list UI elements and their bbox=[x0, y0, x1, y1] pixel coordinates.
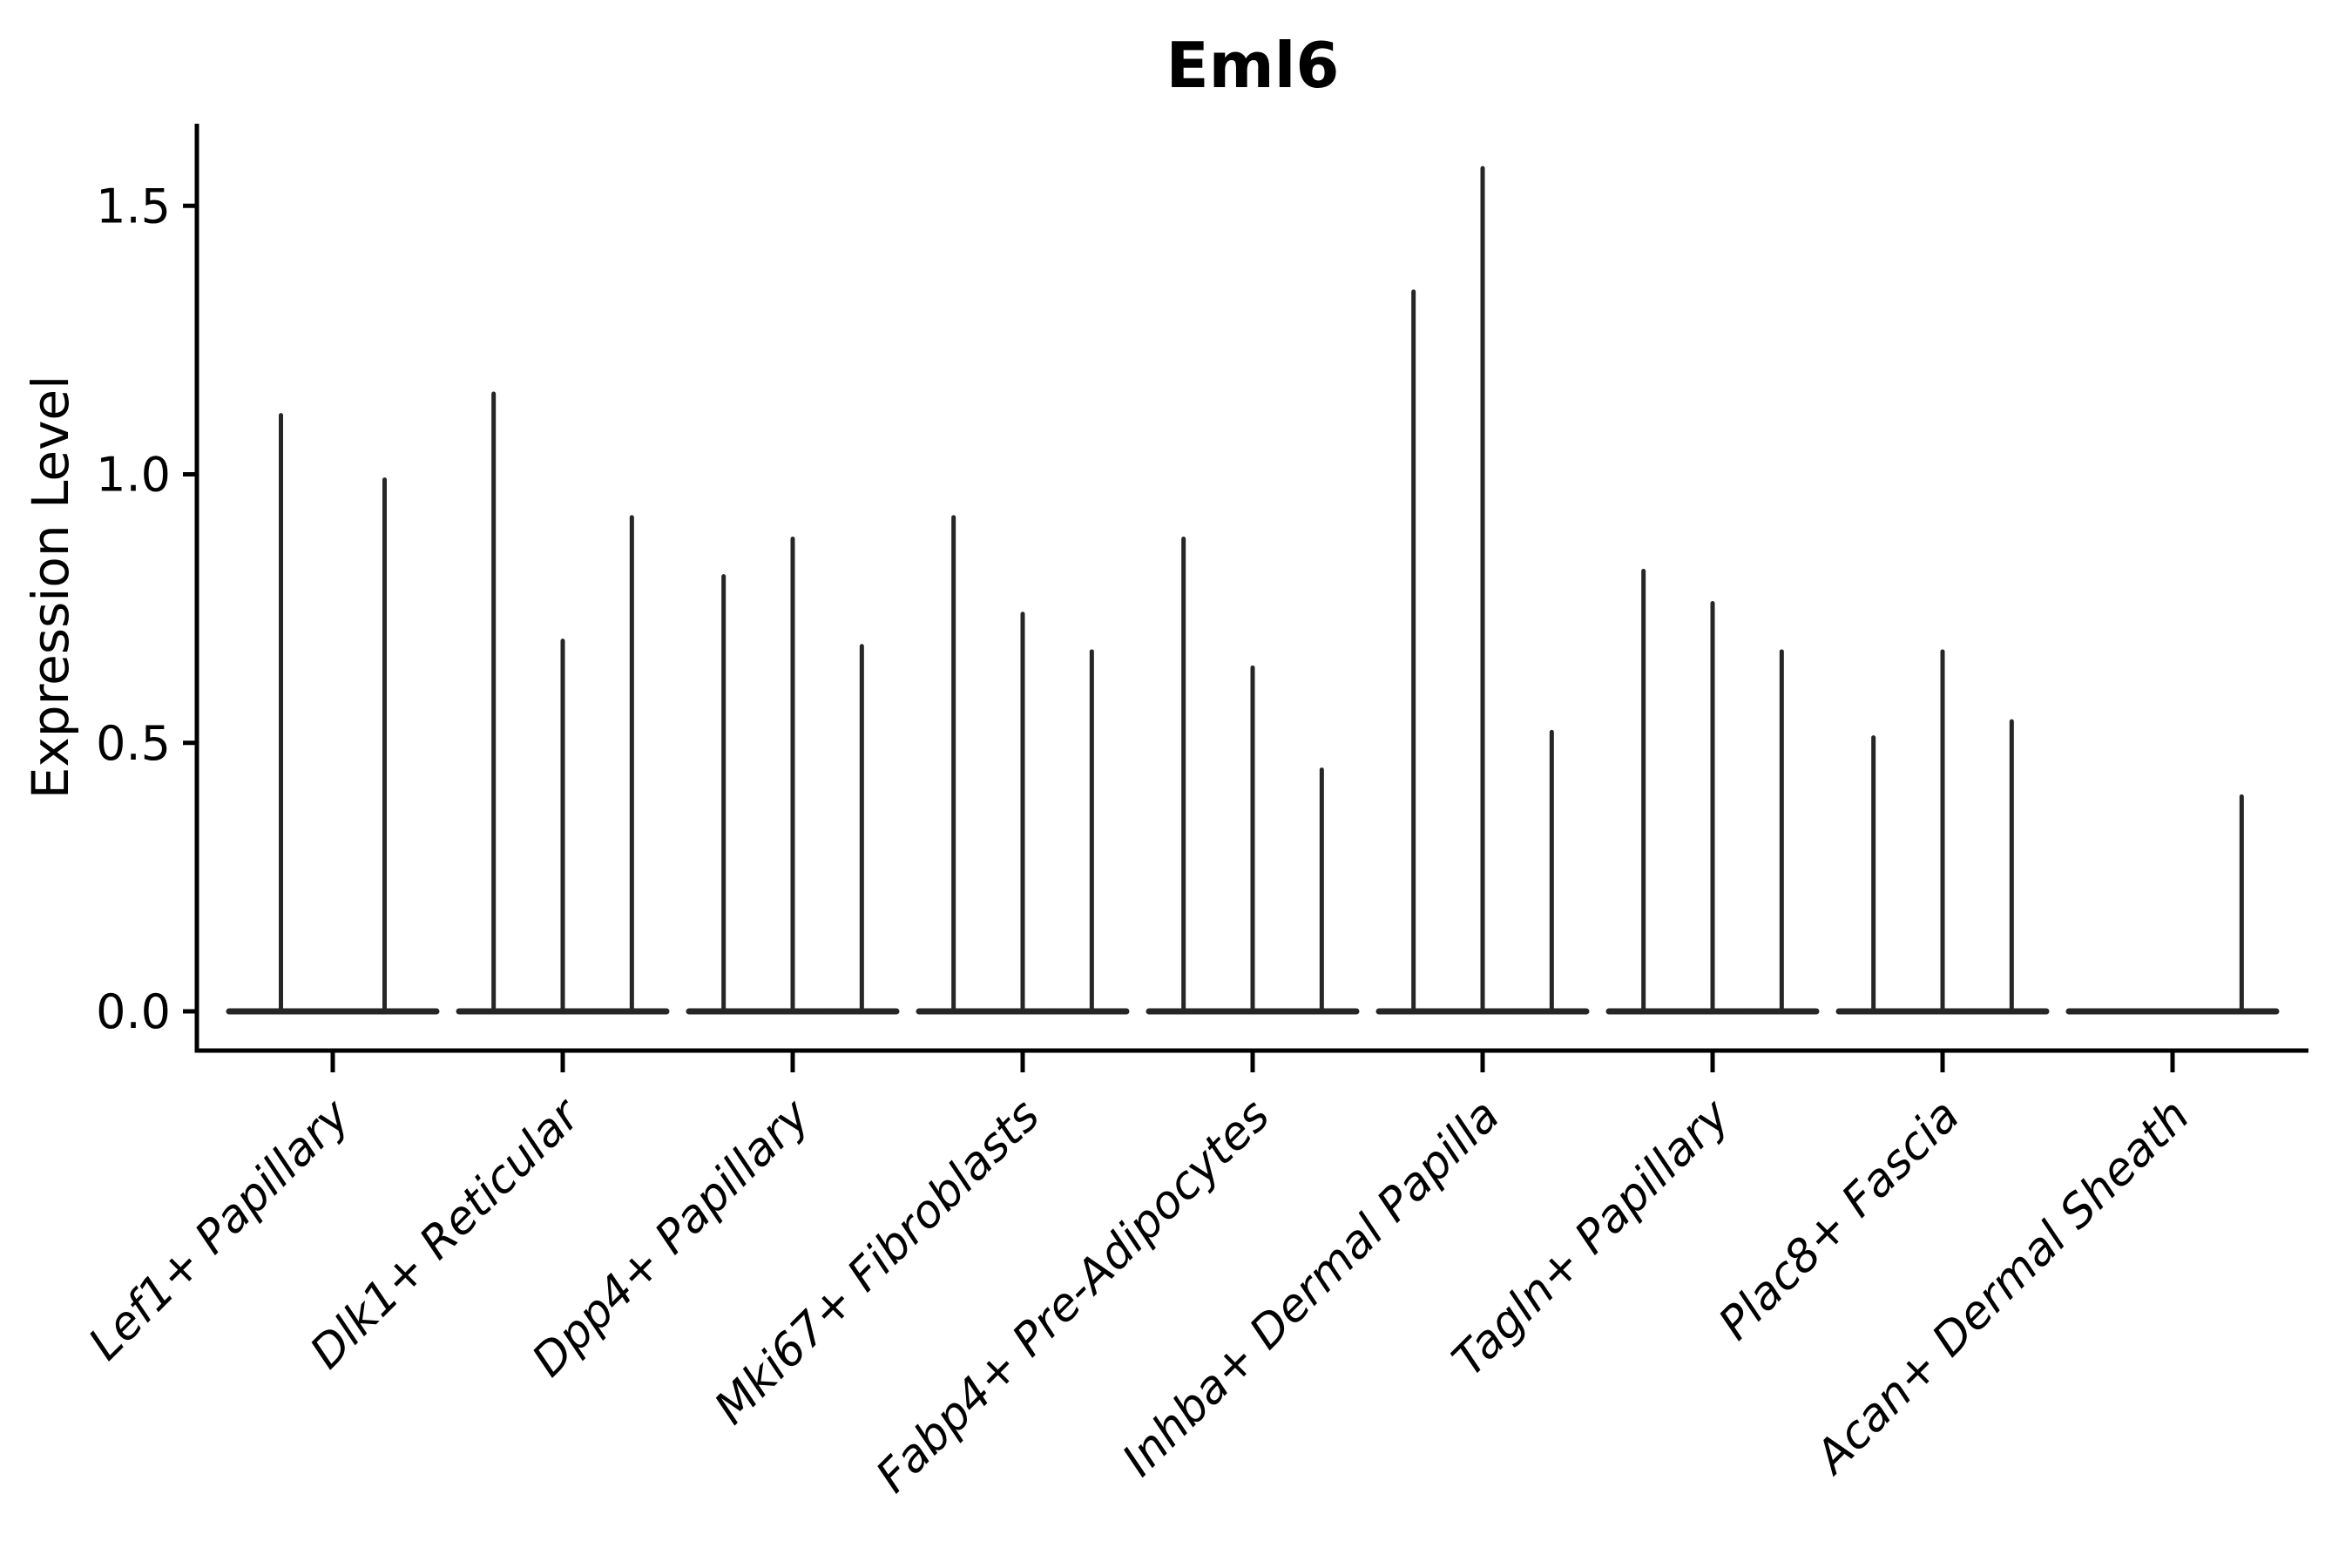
y-tick-label: 1.0 bbox=[96, 448, 171, 503]
y-tick-label: 0.0 bbox=[96, 984, 171, 1039]
plot-title: Eml6 bbox=[1166, 29, 1340, 102]
x-tick-label: Acan+ Dermal Sheath bbox=[1804, 1090, 2200, 1485]
violin-series bbox=[226, 166, 2280, 1015]
y-axis-label: Expression Level bbox=[21, 375, 80, 799]
x-tick-label: Plac8+ Fascia bbox=[1709, 1090, 1970, 1350]
x-tick-label: Fabp4+ Pre-Adipocytes bbox=[867, 1090, 1281, 1504]
y-tick-label: 0.5 bbox=[96, 716, 171, 771]
y-tick-label: 1.5 bbox=[96, 179, 171, 233]
x-tick-label: Inhba+ Dermal Papilla bbox=[1112, 1090, 1510, 1487]
y-axis: 0.0 0.5 1.0 1.5 bbox=[96, 124, 199, 1053]
